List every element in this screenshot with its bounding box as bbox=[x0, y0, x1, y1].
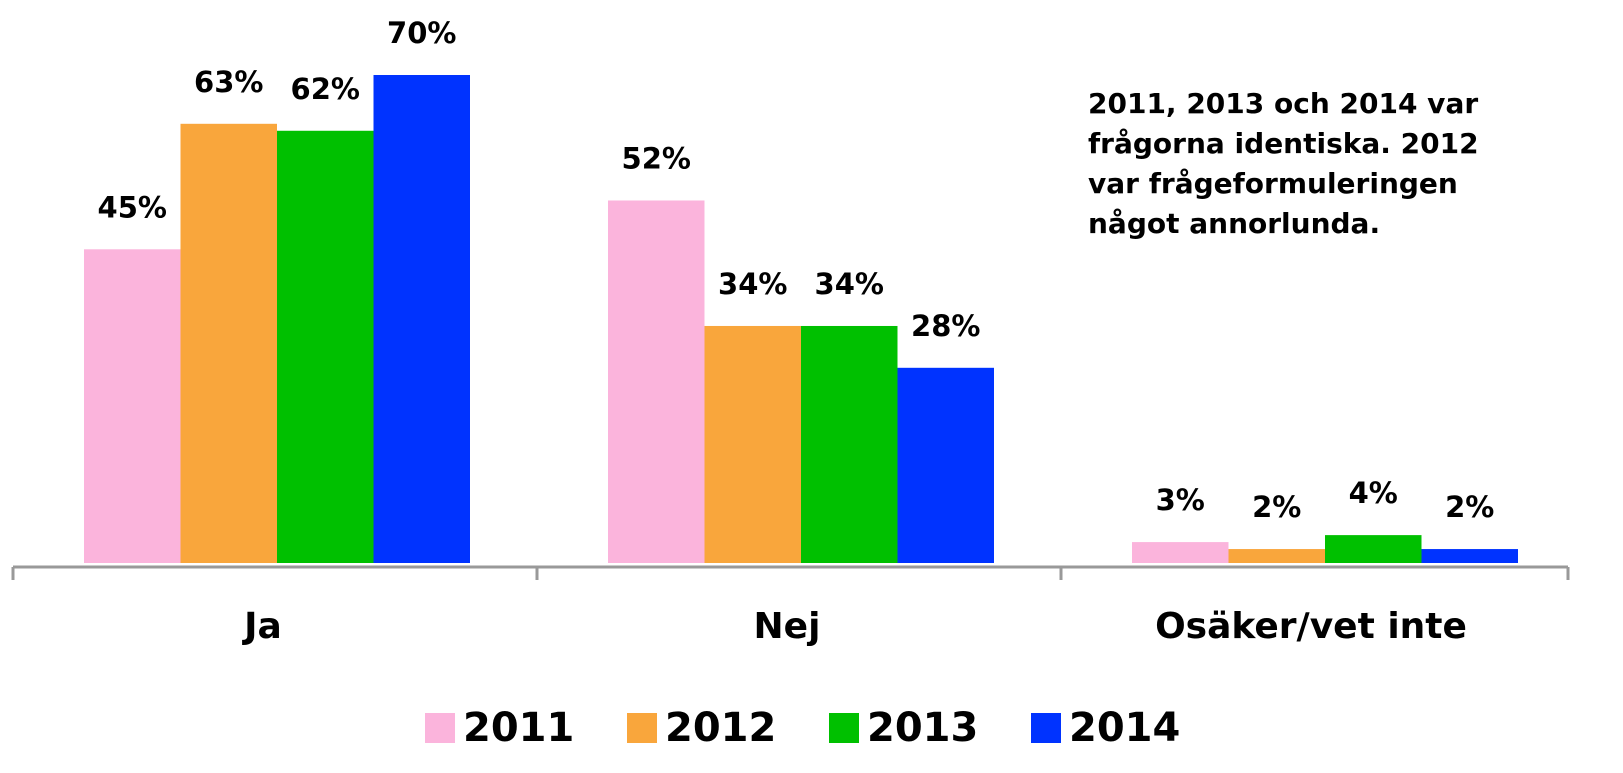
data-label: 45% bbox=[98, 190, 167, 224]
data-label: 4% bbox=[1349, 476, 1398, 510]
x-tick-label: Nej bbox=[754, 606, 821, 647]
x-tick-label: Osäker/vet inte bbox=[1155, 606, 1467, 647]
legend-swatch bbox=[829, 713, 859, 743]
data-label: 63% bbox=[194, 65, 263, 99]
bar bbox=[84, 249, 181, 564]
legend-swatch bbox=[425, 713, 455, 743]
data-label: 2% bbox=[1445, 490, 1494, 524]
legend-label: 2012 bbox=[665, 705, 776, 751]
legend-swatch bbox=[1031, 713, 1061, 743]
bar bbox=[608, 200, 705, 563]
data-label: 34% bbox=[815, 267, 884, 301]
data-label: 52% bbox=[622, 141, 691, 175]
bar bbox=[277, 130, 374, 563]
legend-swatch bbox=[627, 713, 657, 743]
bar bbox=[373, 75, 470, 563]
data-label: 2% bbox=[1252, 490, 1301, 524]
annotation: frågorna identiska. 2012 bbox=[1088, 127, 1479, 160]
bar bbox=[180, 123, 277, 564]
annotation: var frågeformuleringen bbox=[1088, 167, 1458, 200]
bar bbox=[1325, 535, 1422, 563]
data-label: 70% bbox=[387, 16, 456, 50]
bar bbox=[1421, 549, 1518, 563]
bar bbox=[704, 325, 801, 563]
data-label: 3% bbox=[1156, 483, 1205, 517]
data-label: 62% bbox=[291, 72, 360, 106]
annotation: 2011, 2013 och 2014 var bbox=[1088, 87, 1478, 120]
x-tick-label: Ja bbox=[241, 606, 282, 647]
annotation: något annorlunda. bbox=[1088, 207, 1380, 240]
legend-label: 2013 bbox=[867, 705, 978, 751]
data-label: 28% bbox=[911, 309, 980, 343]
legend-label: 2014 bbox=[1069, 705, 1180, 751]
bar bbox=[897, 367, 994, 563]
bar bbox=[801, 325, 898, 563]
bar bbox=[1228, 549, 1325, 563]
bar bbox=[1132, 542, 1229, 563]
data-label: 34% bbox=[718, 267, 787, 301]
legend-label: 2011 bbox=[463, 705, 574, 751]
